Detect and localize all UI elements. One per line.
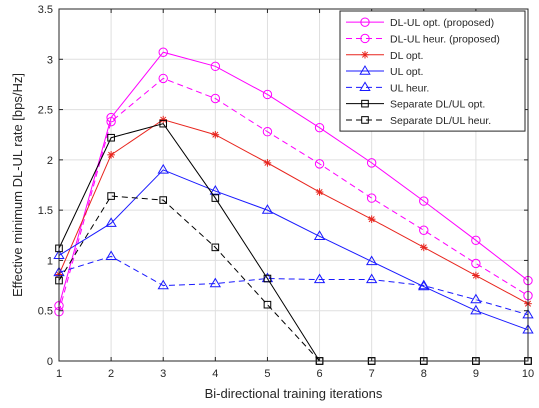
y-tick-label: 1.5	[38, 205, 53, 217]
y-tick-label: 1	[47, 255, 53, 267]
x-tick-label: 8	[421, 368, 427, 380]
series-line	[58, 255, 529, 316]
data-point	[419, 243, 428, 252]
x-tick-label: 5	[264, 368, 270, 380]
data-point	[419, 225, 429, 235]
y-tick-label: 3	[47, 54, 53, 66]
legend-marker	[359, 81, 371, 91]
data-point	[365, 255, 378, 266]
data-point	[105, 217, 117, 227]
data-point	[263, 300, 272, 309]
y-axis-label: Effective minimum DL-UL rate [bps/Hz]	[10, 73, 25, 297]
data-point	[471, 235, 481, 246]
data-point	[263, 159, 272, 167]
y-tick-label: 2.5	[38, 105, 53, 117]
legend-label: Separate DL/UL opt.	[390, 99, 485, 111]
plot-frame	[58, 8, 529, 362]
x-tick-label: 7	[369, 368, 375, 380]
legend-marker	[361, 116, 369, 124]
legend-item: Separate DL/UL opt.	[346, 99, 485, 111]
x-axis-label: Bi-directional training iterations	[205, 386, 383, 401]
series-line	[58, 77, 529, 312]
data-point	[419, 196, 429, 206]
data-point	[107, 133, 115, 142]
data-point	[472, 271, 480, 280]
series-line	[58, 51, 529, 306]
data-point	[313, 273, 326, 284]
legend-item: Separate DL/UL heur.	[346, 115, 491, 127]
x-tick-label: 6	[316, 368, 322, 380]
y-tick-label: 2	[47, 155, 53, 167]
legend-label: Separate DL/UL heur.	[390, 115, 491, 127]
data-point	[158, 47, 168, 57]
data-point	[262, 89, 273, 100]
data-point	[262, 126, 273, 137]
data-point	[209, 185, 222, 195]
data-point	[157, 279, 169, 290]
x-tick-label: 4	[212, 368, 218, 380]
legend-marker	[360, 17, 370, 27]
data-point	[470, 304, 482, 315]
series-2	[54, 73, 533, 317]
data-point	[471, 258, 481, 269]
data-point	[470, 293, 482, 304]
legend-item: UL heur.	[346, 81, 429, 94]
legend-marker	[361, 99, 369, 108]
data-point	[314, 159, 325, 169]
data-point	[106, 116, 116, 127]
data-point	[313, 230, 326, 240]
y-tick-label: 3.5	[38, 4, 53, 16]
data-point	[210, 61, 221, 72]
legend: DL-UL opt. (proposed) DL-UL heur. (propos…	[339, 10, 526, 132]
legend-label: UL heur.	[390, 82, 429, 94]
x-tick-label: 2	[108, 368, 114, 380]
data-point	[107, 151, 115, 159]
data-point	[366, 193, 377, 203]
data-point	[261, 204, 274, 214]
data-point	[210, 93, 221, 104]
x-tick-label: 9	[473, 368, 479, 380]
y-tick-label: 0	[47, 356, 53, 368]
data-point	[211, 243, 220, 252]
data-point	[366, 158, 377, 168]
data-point	[107, 192, 115, 200]
series-line	[58, 195, 528, 362]
legend-label: DL-UL opt. (proposed)	[390, 17, 494, 29]
series-line	[58, 169, 529, 331]
data-point	[367, 215, 376, 223]
data-point	[211, 194, 220, 202]
x-tick-label: 10	[522, 368, 534, 380]
data-point	[365, 273, 378, 284]
x-tick-label: 1	[56, 368, 62, 380]
legend-item: DL-UL opt. (proposed)	[346, 17, 494, 29]
legend-marker	[361, 50, 369, 59]
data-point	[263, 274, 272, 283]
y-tick-label: 0.5	[38, 306, 53, 318]
data-point	[209, 277, 222, 288]
data-point	[159, 196, 168, 204]
legend-marker	[360, 33, 370, 44]
legend-label: UL opt.	[390, 66, 423, 78]
legend-item: DL-UL heur. (proposed)	[346, 33, 500, 45]
legend-item: DL opt.	[346, 50, 423, 62]
data-point	[314, 122, 325, 133]
data-point	[158, 73, 168, 84]
data-point	[159, 119, 168, 128]
x-tick-label: 3	[160, 368, 166, 380]
data-point	[157, 163, 169, 174]
series-line	[58, 119, 529, 305]
data-point	[418, 279, 430, 290]
data-point	[105, 250, 117, 261]
data-point	[159, 115, 168, 124]
legend-item: UL opt.	[346, 65, 423, 78]
legend-label: DL opt.	[390, 50, 423, 62]
data-point	[211, 130, 220, 139]
legend-marker	[359, 65, 371, 75]
axis-ticks: 1 2 3 4 5 6 7 8 9 10 0 0.5 1 1.5 2 2.5 3 3.5	[38, 4, 534, 380]
data-point	[315, 188, 324, 196]
legend-label: DL-UL heur. (proposed)	[390, 33, 500, 45]
